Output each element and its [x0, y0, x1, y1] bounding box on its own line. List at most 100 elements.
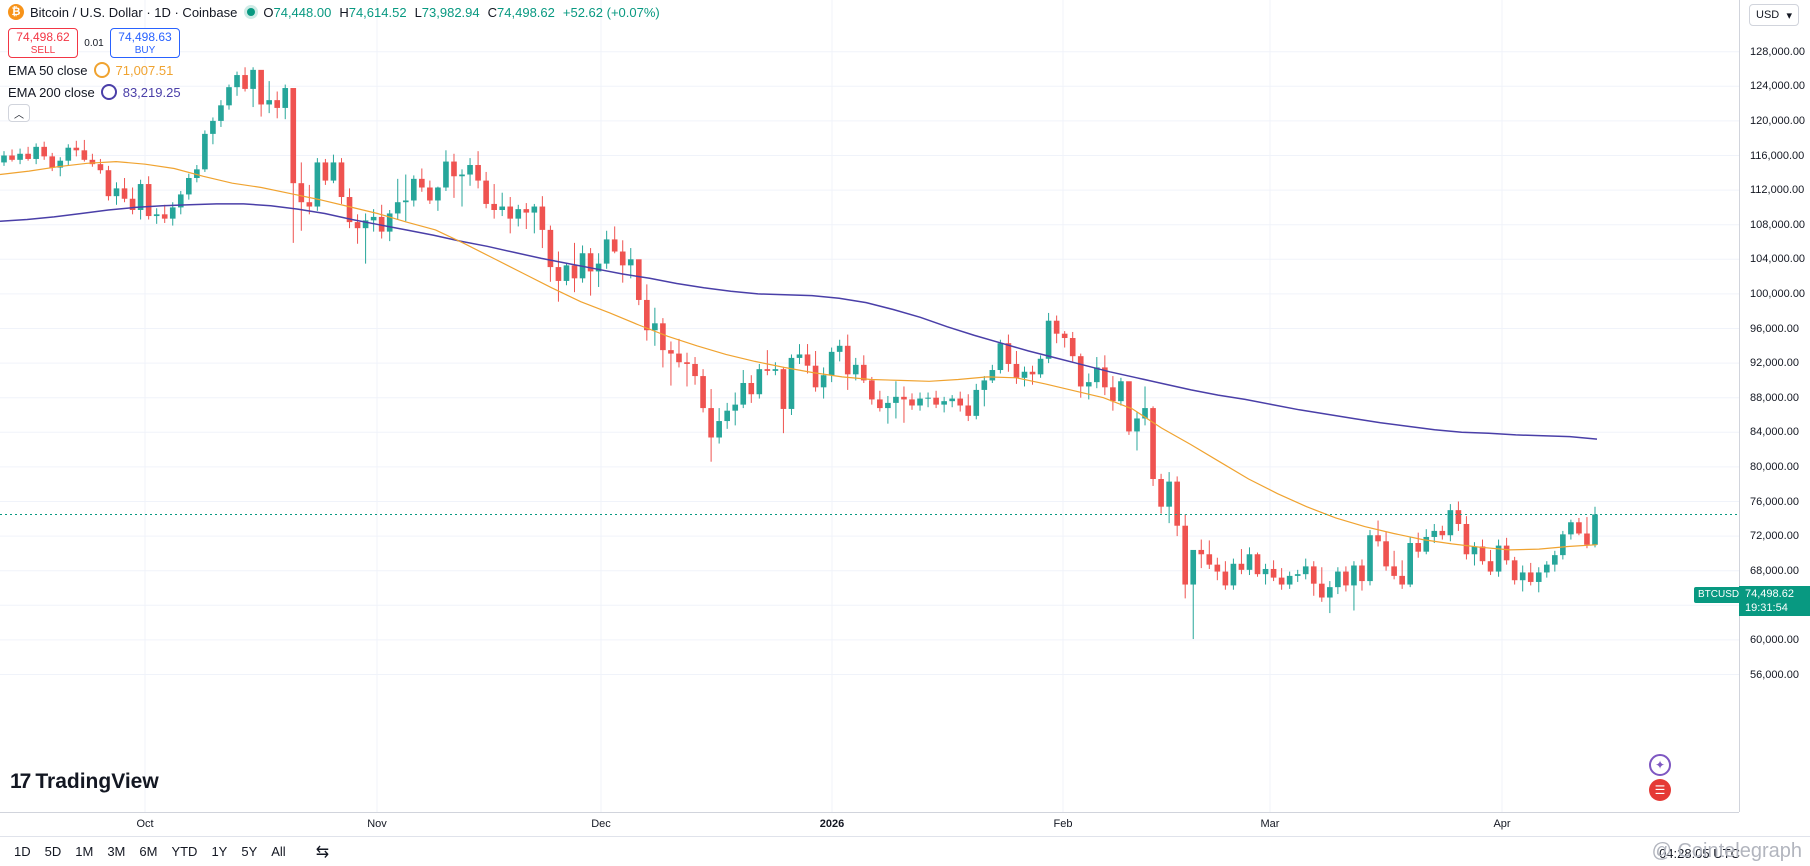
time-tick-label: Oct	[136, 818, 154, 830]
candle-down	[1576, 522, 1582, 534]
price-tick-label: 84,000.00	[1750, 426, 1799, 439]
candle-down	[1527, 572, 1534, 582]
candle-down	[1102, 367, 1108, 388]
us-flag-icon[interactable]: ☰	[1649, 779, 1671, 801]
range-button-5y[interactable]: 5Y	[241, 844, 258, 859]
candle-up	[1568, 522, 1574, 535]
price-axis[interactable]: 128,000.00 124,000.00 120,000.00 116,000.00…	[1739, 0, 1810, 812]
ema200-legend[interactable]: EMA 200 close 83,219.25	[8, 84, 181, 100]
high-value: 74,614.52	[348, 4, 407, 20]
candle-down	[933, 397, 939, 405]
candle-down	[1278, 577, 1285, 585]
candle-down	[97, 164, 104, 171]
range-button-1d[interactable]: 1D	[14, 844, 31, 859]
candle-up	[732, 404, 739, 411]
symbol-legend: ₿ Bitcoin / U.S. Dollar · 1D · Coinbase …	[8, 4, 668, 20]
candle-up	[740, 382, 747, 405]
range-button-6m[interactable]: 6M	[139, 844, 158, 859]
price-tick-label: 100,000.00	[1750, 287, 1806, 300]
candle-down	[1415, 543, 1422, 552]
candle-up	[330, 162, 337, 181]
candle-down	[1174, 481, 1180, 526]
currency-selector[interactable]: USD ▾	[1749, 4, 1799, 26]
loading-icon	[100, 84, 117, 100]
candle-up	[186, 177, 192, 195]
candle-up	[1166, 481, 1172, 507]
candle-down	[298, 183, 305, 203]
candle-down	[676, 353, 682, 363]
candle-down	[708, 408, 714, 438]
candle-up	[1560, 534, 1566, 556]
candle-up	[1447, 510, 1454, 536]
candle-up	[314, 162, 321, 207]
candle-up	[1093, 367, 1100, 383]
price-tick-label: 92,000.00	[1750, 357, 1799, 370]
candle-down	[1479, 546, 1486, 562]
candle-down	[877, 399, 883, 409]
last-price-value: 74,498.62	[1745, 588, 1794, 600]
candle-up	[836, 345, 843, 352]
candle-up	[443, 161, 449, 188]
close-label: C	[487, 4, 498, 20]
candle-down	[965, 405, 972, 416]
candle-down	[909, 399, 915, 406]
candle-down	[1005, 343, 1012, 364]
candle-down	[1359, 565, 1365, 582]
chevron-up-icon: ︿	[14, 109, 24, 121]
candle-down	[89, 159, 96, 165]
candle-down	[523, 209, 530, 213]
change-value: +52.62 (+0.07%)	[562, 4, 660, 20]
ema50-line	[0, 160, 1598, 551]
candle-up	[362, 220, 369, 229]
candle-down	[1375, 535, 1381, 542]
candle-up	[282, 88, 289, 108]
tradingview-logo[interactable]: 17 TradingView	[10, 770, 159, 794]
range-button-5d[interactable]: 5D	[44, 844, 62, 859]
candle-down	[668, 350, 674, 354]
candle-up	[724, 410, 730, 422]
candle-up	[595, 263, 602, 272]
candle-up	[499, 206, 506, 210]
candle-up	[917, 398, 923, 406]
candle-down	[539, 206, 546, 230]
ai-assistant-icon[interactable]: ✦	[1649, 754, 1671, 776]
price-tick-label: 120,000.00	[1750, 114, 1806, 127]
market-status-icon[interactable]	[247, 8, 256, 16]
candle-up	[410, 178, 417, 201]
candle-down	[1238, 563, 1245, 570]
candle-up	[370, 216, 377, 221]
candle-down	[1029, 371, 1036, 375]
range-button-ytd[interactable]: YTD	[171, 844, 198, 859]
range-button-1y[interactable]: 1Y	[211, 844, 228, 859]
candle-up	[210, 120, 216, 134]
range-button-3m[interactable]: 3M	[107, 844, 126, 859]
candle-up	[467, 165, 473, 175]
candle-down	[1584, 533, 1590, 545]
candle-down	[49, 156, 56, 168]
candle-down	[419, 178, 425, 188]
candle-up	[828, 351, 835, 376]
range-button-1m[interactable]: 1M	[75, 844, 94, 859]
sell-price: 74,498.62	[16, 30, 70, 44]
ema50-legend[interactable]: EMA 50 close 71,007.51	[8, 62, 173, 78]
candle-down	[427, 187, 433, 201]
candle-up	[194, 169, 200, 178]
candle-down	[684, 362, 690, 364]
candle-down	[555, 267, 562, 281]
price-tick-label: 88,000.00	[1750, 391, 1799, 404]
sell-button[interactable]: 74,498.62 SELL	[8, 28, 78, 58]
candle-up	[226, 87, 232, 106]
time-axis[interactable]: Oct Nov Dec 2026 Feb Mar Apr	[0, 812, 1739, 836]
candle-up	[394, 202, 401, 214]
price-chart[interactable]	[0, 0, 1739, 812]
time-tick-label: Dec	[591, 818, 611, 830]
high-label: H	[339, 4, 349, 20]
utc-clock[interactable]: 04:28:05 UTC	[1659, 846, 1740, 861]
calendar-goto-icon[interactable]: ⇆	[315, 843, 330, 861]
buy-button[interactable]: 74,498.63 BUY	[110, 28, 180, 58]
collapse-legend-button[interactable]: ︿	[8, 104, 30, 122]
range-button-all[interactable]: All	[271, 844, 286, 859]
candle-down	[700, 376, 706, 409]
candle-down	[322, 162, 329, 181]
symbol-title[interactable]: Bitcoin / U.S. Dollar · 1D · Coinbase	[30, 4, 238, 20]
